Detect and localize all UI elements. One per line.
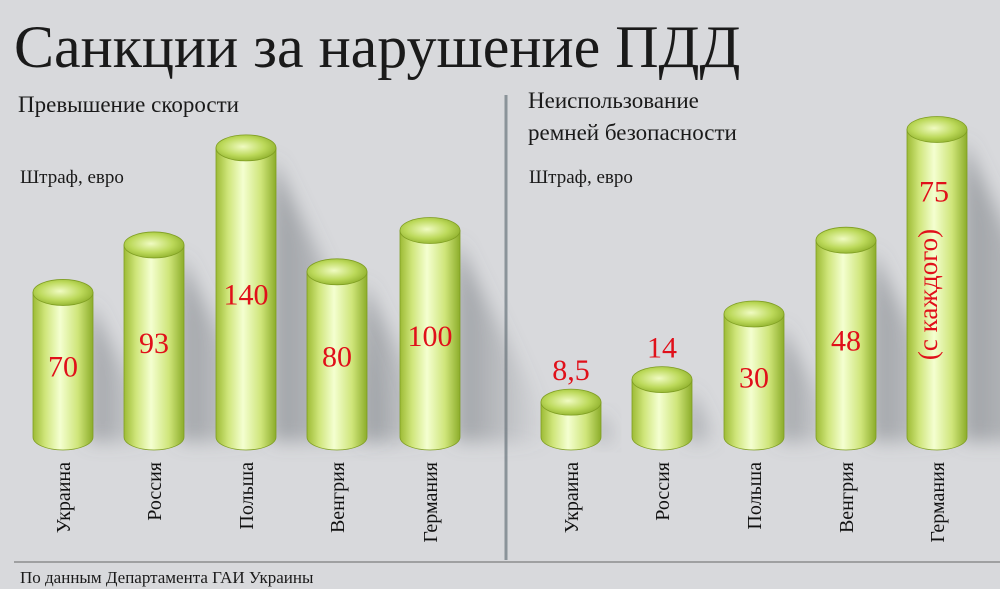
right-value-label-0: 8,5 (552, 354, 590, 387)
left-bar-4: 100 (399, 217, 547, 451)
left-chart-title: Превышение скорости (18, 92, 239, 117)
right-bar-top (906, 116, 968, 143)
left-bar-body (123, 244, 185, 451)
right-bar-shadow (963, 139, 1000, 442)
right-chart: 8,5 Украина 14 Россия 30 Польша 48 Венгрия 75 (с … (540, 116, 1000, 543)
left-bar-top (306, 258, 368, 286)
right-bar-top (723, 300, 785, 328)
left-value-label-3: 80 (322, 340, 352, 373)
right-value-label-3: 48 (831, 325, 861, 358)
right-value-label-2: 30 (739, 362, 769, 395)
right-bar-0: 8,5 (540, 354, 616, 451)
left-chart-ylabel: Штраф, евро (20, 167, 124, 188)
right-bar-body (723, 313, 785, 451)
right-category-label-4: Германия (927, 462, 949, 543)
left-value-label-1: 93 (139, 327, 169, 360)
right-bar-top (815, 226, 877, 254)
left-bar-body (306, 271, 368, 451)
right-category-label-0: Украина (561, 462, 583, 533)
left-category-label-4: Германия (420, 462, 442, 543)
left-category-label-0: Украина (53, 462, 75, 533)
right-category-label-3: Венгрия (836, 462, 858, 533)
right-bar-top (631, 366, 693, 394)
right-bar-shadow (688, 389, 717, 443)
right-bar-4: 75 (с каждого) (906, 116, 1000, 451)
right-value-note-4: (с каждого) (913, 229, 943, 360)
left-value-label-4: 100 (408, 320, 453, 353)
left-bar-top (123, 231, 185, 259)
left-bar-top (215, 134, 277, 162)
right-bar-body (631, 379, 693, 451)
right-bar-body (906, 129, 968, 451)
right-category-label-2: Польша (744, 462, 766, 530)
left-bar-body (32, 292, 94, 451)
right-value-label-4: 75 (919, 176, 949, 209)
source-note: По данным Департамента ГАИ Украины (20, 568, 314, 587)
left-bar-top (32, 279, 94, 306)
right-chart-ylabel: Штраф, евро (529, 167, 633, 188)
left-chart: 70 Украина 93 Россия 140 Польша 80 Венгрия 100 Ге… (32, 134, 547, 543)
right-bar-1: 14 (631, 332, 717, 451)
right-bar-top (540, 388, 602, 416)
left-bar-top (399, 217, 461, 244)
left-bar-shadow (456, 240, 547, 443)
page-title: Санкции за нарушение ПДД (14, 14, 740, 80)
left-value-label-2: 140 (224, 278, 269, 311)
left-value-label-0: 70 (48, 351, 78, 384)
left-category-label-2: Польша (236, 462, 258, 530)
right-bar-body (815, 239, 877, 451)
right-chart-title-line2: ремней безопасности (528, 120, 737, 145)
right-bar-shadow (597, 412, 616, 443)
left-bar-body (215, 147, 277, 451)
left-category-label-3: Венгрия (327, 462, 349, 533)
right-bar-body (540, 401, 602, 451)
right-chart-title-line1: Неиспользование (528, 88, 699, 113)
right-category-label-1: Россия (652, 462, 674, 521)
left-category-label-1: Россия (144, 462, 166, 521)
left-bar-body (399, 230, 461, 451)
right-value-label-1: 14 (647, 332, 677, 365)
